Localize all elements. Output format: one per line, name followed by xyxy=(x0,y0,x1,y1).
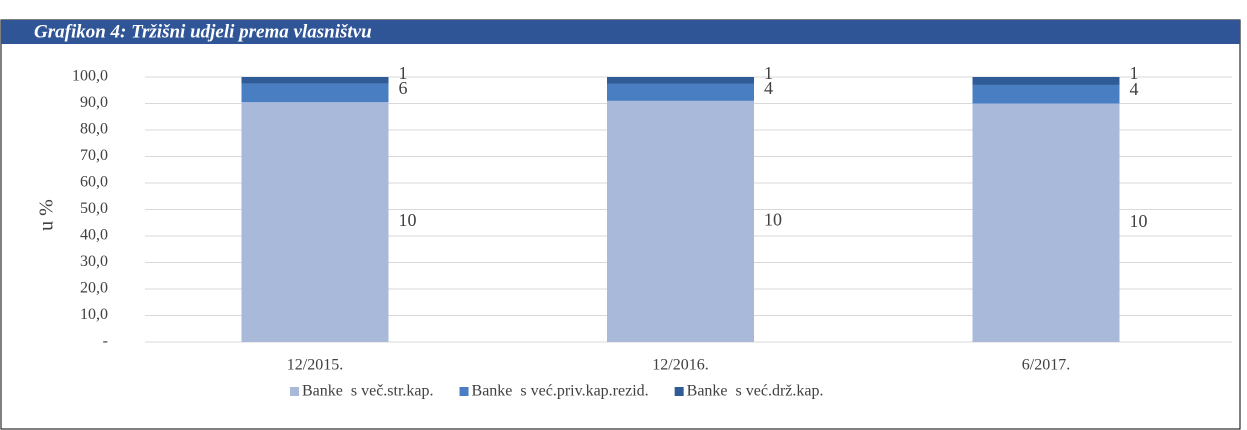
bar-segment xyxy=(241,77,389,84)
y-tick-label: 40,0 xyxy=(80,227,108,244)
y-tick-label: 10,0 xyxy=(80,306,108,323)
bar-segment xyxy=(972,77,1120,85)
header-bar xyxy=(1,20,1240,44)
legend-swatch xyxy=(459,387,469,396)
x-tick-label: 12/2016. xyxy=(652,357,708,374)
legend-swatch xyxy=(290,387,299,396)
legend-label: Banke s već.priv.kap.rezid. xyxy=(472,383,649,400)
y-tick-label: 70,0 xyxy=(80,147,108,164)
bar-segment xyxy=(241,83,389,103)
chart-title: Grafikon 4: Tržišni udjeli prema vlasniš… xyxy=(34,21,372,42)
data-label: 10 xyxy=(1130,211,1148,231)
x-tick-label: 12/2015. xyxy=(287,357,343,374)
y-tick-label: 50,0 xyxy=(80,200,108,217)
y-tick-label: 100,0 xyxy=(72,68,108,85)
y-tick-label: 90,0 xyxy=(80,94,108,111)
y-tick-label: 60,0 xyxy=(80,174,108,191)
y-tick-label: - xyxy=(103,333,108,350)
y-tick-label: 80,0 xyxy=(80,121,108,138)
data-label: 1 xyxy=(1130,63,1139,83)
x-tick-label: 6/2017. xyxy=(1022,357,1070,374)
bar-segment xyxy=(241,102,389,342)
bar-segment xyxy=(607,77,754,84)
legend-swatch xyxy=(674,387,684,396)
legend-label: Banke s več.str.kap. xyxy=(302,383,434,400)
data-label: 10 xyxy=(399,210,417,230)
data-label: 1 xyxy=(764,63,773,83)
bar-segment xyxy=(972,84,1120,104)
legend-label: Banke s već.drž.kap. xyxy=(687,383,824,400)
bar-segment xyxy=(607,100,754,342)
data-label: 4 xyxy=(1130,79,1139,99)
data-label: 6 xyxy=(399,78,408,98)
data-label: 10 xyxy=(764,210,782,230)
bar-segment xyxy=(972,103,1120,342)
data-label: 1 xyxy=(399,63,408,83)
y-tick-label: 30,0 xyxy=(80,253,108,270)
bar-segment xyxy=(607,83,754,101)
y-axis-label: u % xyxy=(36,199,58,231)
data-label: 4 xyxy=(764,78,773,98)
y-tick-label: 20,0 xyxy=(80,280,108,297)
